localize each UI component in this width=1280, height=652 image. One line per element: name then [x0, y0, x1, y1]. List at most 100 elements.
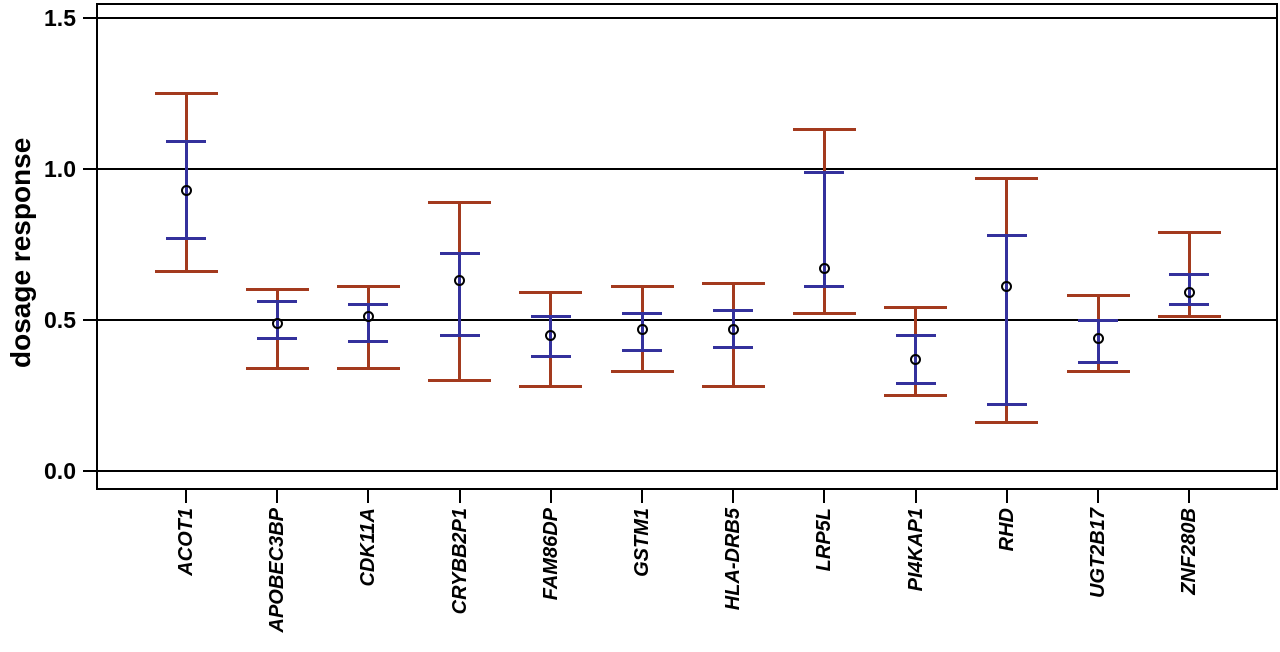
y-tick-label: 0.5: [44, 307, 76, 333]
inner-errorbar-cap-bottom: [530, 354, 571, 358]
outer-errorbar-cap-top: [154, 92, 218, 95]
inner-errorbar-cap-bottom: [1078, 360, 1118, 364]
point-marker: [454, 275, 466, 287]
inner-errorbar-cap-top: [257, 300, 298, 304]
inner-errorbar-cap-top: [530, 315, 571, 319]
point-marker: [818, 263, 830, 275]
point-marker: [727, 323, 739, 335]
point-marker: [910, 353, 922, 365]
x-tick: [1188, 490, 1191, 503]
x-tick: [914, 490, 917, 503]
inner-errorbar-line: [458, 253, 462, 336]
outer-errorbar-cap-bottom: [975, 421, 1039, 425]
outer-errorbar-cap-top: [1066, 294, 1130, 298]
x-category-label-text: UGT2B17: [1087, 508, 1109, 599]
x-tick: [276, 490, 279, 503]
inner-errorbar-cap-bottom: [348, 339, 389, 343]
outer-errorbar-cap-top: [519, 291, 583, 295]
x-category-label-text: LRP5L: [813, 508, 836, 572]
outer-errorbar-cap-bottom: [428, 378, 492, 382]
inner-errorbar-cap-top: [439, 252, 480, 256]
y-tick-label: 1.0: [44, 156, 76, 182]
inner-errorbar-cap-top: [1078, 318, 1118, 322]
inner-errorbar-cap-bottom: [257, 336, 298, 340]
inner-errorbar-line: [822, 172, 826, 287]
outer-errorbar-cap-top: [336, 285, 400, 289]
point-marker: [636, 323, 648, 335]
point-marker: [1183, 287, 1195, 299]
outer-errorbar-cap-bottom: [1157, 315, 1221, 319]
gridline-y-1.0: [96, 168, 1278, 170]
y-tick: [83, 319, 96, 321]
inner-errorbar-cap-bottom: [1169, 303, 1210, 307]
x-category-label-text: ZNF280B: [1178, 508, 1201, 595]
point-marker: [180, 184, 192, 196]
x-category-label-text: APOBEC3BP: [266, 508, 289, 633]
point-marker: [1001, 281, 1013, 293]
point-marker: [362, 311, 374, 323]
x-tick: [641, 490, 643, 503]
outer-errorbar-cap-top: [975, 176, 1039, 180]
x-category-label-text: HLA-DRB5: [722, 508, 745, 611]
x-category-label-text: PI4KAP1: [904, 508, 927, 592]
inner-errorbar-cap-bottom: [895, 381, 936, 385]
inner-errorbar-cap-top: [804, 170, 845, 174]
point-marker: [545, 329, 557, 341]
inner-errorbar-cap-top: [348, 303, 389, 307]
inner-errorbar-cap-top: [713, 309, 754, 313]
x-tick: [1097, 490, 1099, 503]
inner-errorbar-cap-bottom: [986, 403, 1027, 407]
outer-errorbar-cap-bottom: [884, 394, 948, 397]
outer-errorbar-cap-top: [701, 282, 765, 286]
point-marker: [271, 317, 283, 329]
inner-errorbar-cap-bottom: [713, 345, 754, 349]
gridline-y-0.0: [96, 470, 1278, 472]
y-tick: [83, 17, 96, 19]
x-tick: [732, 490, 735, 503]
inner-errorbar-cap-top: [166, 140, 206, 144]
outer-errorbar-cap-bottom: [610, 369, 674, 373]
outer-errorbar-cap-bottom: [701, 384, 765, 388]
y-tick-label: 0.0: [44, 458, 76, 484]
outer-errorbar-cap-bottom: [792, 312, 856, 316]
inner-errorbar-cap-bottom: [622, 348, 662, 352]
outer-errorbar-cap-bottom: [245, 366, 309, 370]
plot-area: [96, 3, 1278, 490]
y-tick: [83, 168, 96, 170]
outer-errorbar-cap-bottom: [1066, 369, 1130, 373]
x-category-label-text: CRYBB2P1: [448, 508, 471, 615]
y-tick: [83, 470, 96, 472]
outer-errorbar-cap-top: [884, 306, 948, 310]
outer-errorbar-cap-top: [428, 200, 492, 204]
outer-errorbar-cap-bottom: [519, 384, 583, 388]
x-tick: [823, 490, 826, 503]
inner-errorbar-line: [1005, 235, 1009, 405]
inner-errorbar-cap-top: [986, 233, 1027, 237]
inner-errorbar-cap-bottom: [166, 236, 206, 240]
x-tick: [458, 490, 461, 503]
x-tick: [1005, 490, 1008, 503]
y-tick-label: 1.5: [44, 5, 76, 31]
x-category-label-text: RHD: [995, 508, 1018, 552]
x-category-label-text: GSTM1: [631, 508, 653, 577]
outer-errorbar-cap-top: [792, 128, 856, 132]
x-category-label-text: CDK11A: [357, 508, 380, 587]
outer-errorbar-cap-bottom: [336, 366, 400, 370]
x-category-label-text: FAM86DP: [539, 508, 562, 601]
x-category-label-text: ACOT1: [175, 508, 197, 576]
inner-errorbar-cap-top: [895, 333, 936, 337]
gridline-y-0.5: [96, 319, 1278, 321]
inner-errorbar-cap-bottom: [804, 285, 845, 289]
x-tick: [367, 490, 370, 503]
x-tick: [549, 490, 552, 503]
point-marker: [1092, 332, 1104, 344]
inner-errorbar-cap-top: [622, 312, 662, 316]
outer-errorbar-cap-top: [245, 288, 309, 292]
outer-errorbar-cap-top: [1157, 230, 1221, 234]
outer-errorbar-cap-top: [610, 285, 674, 289]
outer-errorbar-cap-bottom: [154, 270, 218, 274]
inner-errorbar-cap-top: [1169, 273, 1210, 277]
inner-errorbar-cap-bottom: [439, 333, 480, 337]
gridline-y-1.5: [96, 17, 1278, 19]
